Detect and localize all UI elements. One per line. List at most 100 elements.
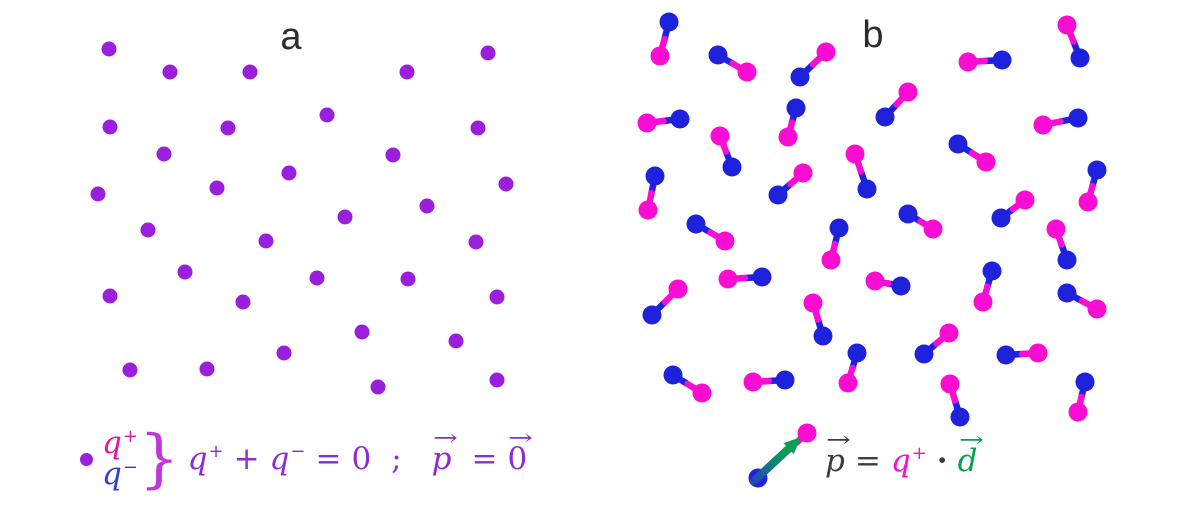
positive-atom-dot (715, 231, 735, 251)
negative-atom-dot (1070, 48, 1090, 68)
positive-atom-dot (976, 152, 996, 172)
negative-atom-dot (1057, 283, 1077, 303)
molecule-dot (220, 120, 236, 136)
positive-atom-dot (737, 62, 757, 82)
molecule-dot (209, 180, 225, 196)
negative-atom-dot (1087, 160, 1107, 180)
positive-atom-dot (797, 423, 817, 443)
math-token: q− (269, 440, 306, 477)
molecule-dot (258, 233, 274, 249)
negative-atom-dot (898, 204, 918, 224)
math-token: · (936, 442, 948, 479)
molecule-dot (319, 107, 335, 123)
molecule-dot (235, 294, 251, 310)
molecule-bullet-icon (80, 452, 93, 466)
formula-a: q+ q− } q+ + q− = 0; → p = → 0 (80, 421, 534, 496)
positive-atom-dot (973, 292, 993, 312)
panel-b-label: b (862, 14, 884, 56)
formula-b: → p = q+ · → d (820, 426, 984, 496)
vector-arrow-icon: → (826, 427, 851, 453)
molecule-dot (489, 372, 505, 388)
molecule-dot (199, 361, 215, 377)
positive-atom-dot (803, 293, 823, 313)
negative-atom-dot (775, 370, 795, 390)
dipole-moment-arrow-head (783, 437, 801, 455)
negative-atom-dot (948, 134, 968, 154)
negative-atom-dot (829, 218, 849, 238)
molecule-dot (90, 186, 106, 202)
positive-atom-dot (845, 144, 865, 164)
math-token: → p (431, 425, 458, 477)
positive-atom-dot (1033, 115, 1053, 135)
molecule-dot (498, 176, 514, 192)
math-token: ; (391, 440, 402, 477)
vector-arrow-icon: → (508, 425, 534, 451)
molecule-dot (242, 64, 258, 80)
negative-atom-dot (1075, 372, 1095, 392)
negative-atom-dot (790, 67, 810, 87)
negative-atom-dot (996, 345, 1016, 365)
positive-atom-dot (650, 46, 670, 66)
molecule-dot (399, 64, 415, 80)
molecule-dot (102, 119, 118, 135)
math-token: = (315, 440, 342, 477)
molecule-dot (276, 345, 292, 361)
molecule-dot (162, 64, 178, 80)
positive-atom-dot (692, 383, 712, 403)
molecule-dot (489, 289, 505, 305)
negative-atom-dot (786, 98, 806, 118)
molecule-dot (309, 270, 325, 286)
negative-atom-dot (722, 157, 742, 177)
math-token: q+ (890, 442, 927, 479)
positive-atom-dot (816, 42, 836, 62)
molecule-dot (122, 362, 138, 378)
positive-atom-dot (1087, 299, 1107, 319)
negative-atom-dot (708, 45, 728, 65)
positive-atom-dot (778, 127, 798, 147)
formula-a-tokens: q+ + q− = 0; → p = → 0 (183, 425, 534, 477)
molecule-dot (470, 120, 486, 136)
panel-a-label: a (280, 16, 302, 58)
molecule-dot (468, 234, 484, 250)
positive-atom-dot (923, 219, 943, 239)
positive-atom-dot (940, 374, 960, 394)
math-token: q+ (187, 440, 224, 477)
negative-atom-dot (663, 365, 683, 385)
negative-atom-dot (1057, 250, 1077, 270)
positive-atom-dot (1015, 190, 1035, 210)
positive-atom-dot (821, 250, 841, 270)
negative-atom-dot (950, 407, 970, 427)
positive-atom-dot (638, 200, 658, 220)
negative-atom-dot (768, 185, 788, 205)
positive-atom-dot (865, 271, 885, 291)
positive-atom-dot (668, 279, 688, 299)
molecule-dot (480, 45, 496, 61)
negative-atom-dot (1068, 108, 1088, 128)
formula-b-tokens: → p = q+ · → d (820, 427, 984, 479)
positive-atom-dot (1046, 219, 1066, 239)
math-token: → d (957, 427, 984, 479)
positive-atom-dot (1057, 15, 1077, 35)
negative-atom-dot (992, 50, 1012, 70)
positive-atom-dot (1068, 402, 1088, 422)
positive-atom-dot (637, 113, 657, 133)
negative-atom-dot (686, 214, 706, 234)
positive-atom-dot (793, 163, 813, 183)
dipole-moment-arrow-shaft (750, 444, 793, 485)
negative-atom-dot (991, 208, 1011, 228)
charge-stack-bottom: q− (102, 458, 138, 490)
molecule-dot (385, 147, 401, 163)
negative-atom-dot (982, 261, 1002, 281)
negative-atom-dot (659, 12, 679, 32)
molecule-dot (337, 209, 353, 225)
molecule-dot (419, 198, 435, 214)
negative-atom-dot (857, 179, 877, 199)
curly-brace: } (138, 421, 180, 496)
molecule-dot (400, 271, 416, 287)
math-token: = (471, 440, 498, 477)
negative-atom-dot (645, 166, 665, 186)
math-token: q+ (102, 425, 138, 461)
negative-atom-dot (891, 276, 911, 296)
positive-atom-dot (718, 269, 738, 289)
